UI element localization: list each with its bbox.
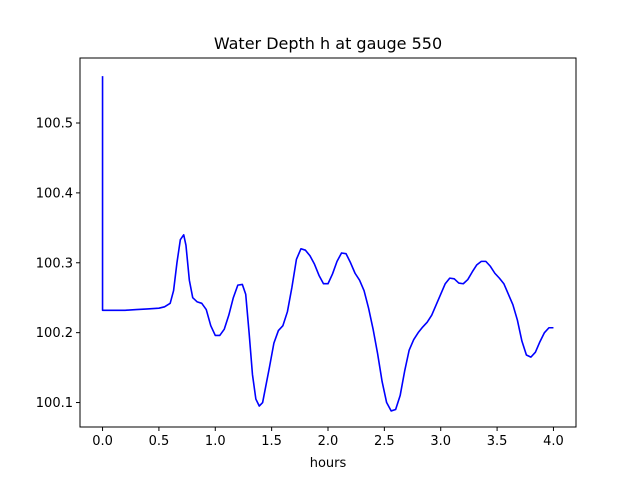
x-tick-label: 0.5 (149, 434, 170, 449)
y-tick-label: 100.5 (36, 116, 73, 131)
y-tick-label: 100.1 (36, 396, 73, 411)
x-tick-label: 2.5 (374, 434, 395, 449)
y-tick-label: 100.4 (36, 186, 73, 201)
x-tick-label: 3.0 (430, 434, 451, 449)
plot-area (101, 76, 554, 412)
x-axis-label: hours (310, 456, 347, 471)
axes-frame (79, 57, 577, 428)
y-tick-label: 100.2 (36, 326, 73, 341)
x-tick-label: 1.0 (205, 434, 226, 449)
y-tick-label: 100.3 (36, 256, 73, 271)
y-axis-ticks: 100.1 100.2 100.3 100.4 100.5 (36, 116, 80, 411)
chart-title: Water Depth h at gauge 550 (214, 34, 442, 53)
x-tick-label: 0.0 (92, 434, 113, 449)
series-line-0 (101, 76, 554, 412)
x-tick-label: 1.5 (261, 434, 282, 449)
x-tick-label: 2.0 (318, 434, 339, 449)
x-axis-ticks: 0.0 0.5 1.0 1.5 2.0 2.5 3.0 3.5 4.0 (92, 427, 564, 449)
x-tick-label: 4.0 (543, 434, 564, 449)
x-tick-label: 3.5 (487, 434, 508, 449)
